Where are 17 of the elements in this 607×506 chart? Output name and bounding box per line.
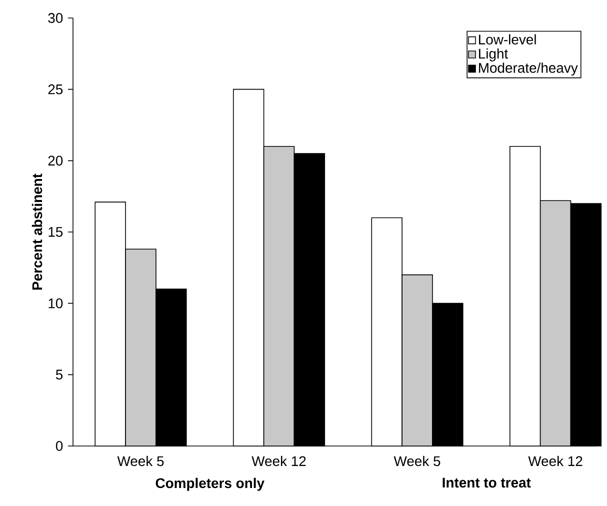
legend-label: Moderate/heavy — [479, 62, 578, 76]
x-tick-label: Week 12 — [528, 456, 582, 466]
y-tick-label: 20 — [48, 156, 63, 166]
y-tick-label: 15 — [48, 227, 63, 237]
y-tick-label: 10 — [48, 298, 63, 308]
text: Completers only — [156, 478, 264, 491]
y-axis-title: Percent abstinent — [32, 174, 42, 290]
y-tick-label: 0 — [56, 441, 63, 451]
x-tick-label: Week 12 — [252, 456, 306, 466]
legend-label: Light — [479, 48, 508, 62]
x-tick-label: Week 5 — [117, 456, 164, 466]
legend-label: Low-level — [479, 34, 536, 44]
y-tick-label: 30 — [48, 13, 63, 23]
x-tick-label: Week 5 — [394, 456, 440, 466]
y-tick-label: 25 — [48, 84, 63, 94]
text: Intent to treat — [442, 478, 531, 488]
y-tick-label: 5 — [56, 370, 63, 380]
